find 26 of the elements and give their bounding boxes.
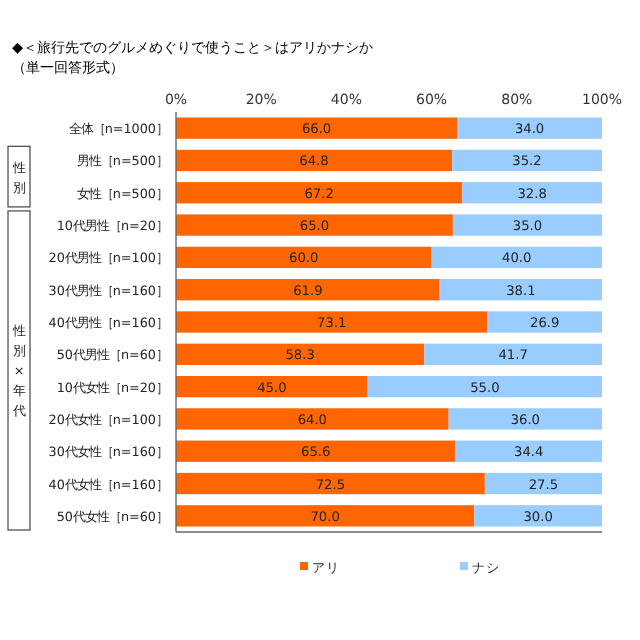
bar <box>176 375 368 398</box>
bar <box>462 182 602 204</box>
bar <box>176 182 463 204</box>
bar <box>367 375 602 398</box>
bar <box>176 117 458 139</box>
bar <box>176 311 488 333</box>
bar <box>431 246 602 269</box>
bar <box>176 343 425 365</box>
bar <box>452 214 602 236</box>
bar <box>457 117 602 139</box>
bar <box>176 408 449 430</box>
bar <box>176 149 453 172</box>
bar <box>176 279 440 301</box>
bar <box>474 505 602 527</box>
bar <box>176 505 475 527</box>
bar <box>424 343 602 365</box>
bar <box>484 472 602 495</box>
bar <box>176 440 456 462</box>
bar <box>439 279 602 301</box>
bar <box>176 472 485 495</box>
bar <box>176 214 453 236</box>
bar <box>448 408 602 430</box>
bar <box>487 311 602 333</box>
bar <box>452 149 602 172</box>
bar <box>176 246 432 269</box>
bar <box>455 440 602 462</box>
